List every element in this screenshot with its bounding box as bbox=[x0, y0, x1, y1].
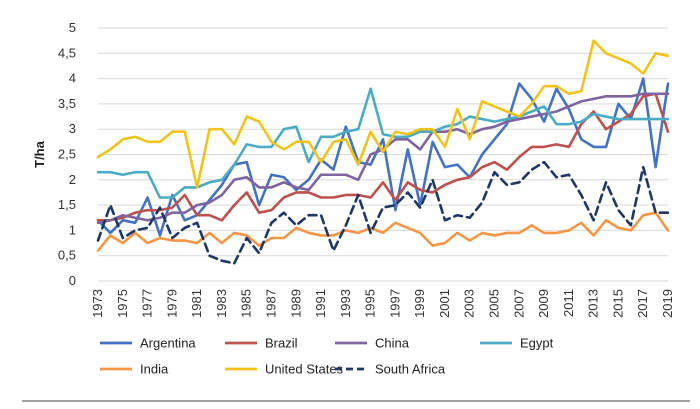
series-line-china bbox=[96, 92, 670, 225]
y-tick-label: 0 bbox=[69, 273, 76, 288]
x-tick-label: 1997 bbox=[387, 289, 402, 318]
series-line-brazil bbox=[96, 92, 670, 222]
x-tick-label: 1975 bbox=[115, 289, 130, 318]
x-tick-label: 1987 bbox=[263, 289, 278, 318]
x-tick-label: 1979 bbox=[164, 289, 179, 318]
y-tick-label: 2 bbox=[69, 172, 76, 187]
legend-label-south-africa: South Africa bbox=[375, 362, 446, 377]
series-line-argentina bbox=[96, 77, 670, 237]
legend-label-argentina: Argentina bbox=[140, 336, 196, 351]
x-tick-label: 1973 bbox=[90, 289, 105, 318]
legend-label-brazil: Brazil bbox=[265, 336, 298, 351]
y-tick-label: 0,5 bbox=[58, 248, 76, 263]
legend: Argentina Brazil China Egypt India United Sta… bbox=[100, 336, 554, 377]
series-lines bbox=[96, 39, 670, 265]
x-tick-label: 2015 bbox=[610, 289, 625, 318]
x-tick-label: 2005 bbox=[487, 289, 502, 318]
y-tick-label: 3 bbox=[69, 121, 76, 136]
y-tick-label: 5 bbox=[69, 20, 76, 35]
legend-label-india: India bbox=[140, 362, 169, 377]
y-axis-label: T/ha bbox=[32, 140, 47, 167]
x-tick-label: 1989 bbox=[288, 289, 303, 318]
x-tick-label: 2011 bbox=[561, 289, 576, 317]
y-tick-label: 4 bbox=[69, 71, 76, 86]
x-tick-label: 2001 bbox=[437, 289, 452, 318]
legend-label-china: China bbox=[375, 336, 410, 351]
y-axis-ticks: 0 0,5 1 1,5 2 2,5 3 3,5 4 4,5 5 bbox=[58, 20, 76, 288]
series-line-egypt bbox=[96, 87, 670, 199]
x-axis-ticks: 1973 1975 1977 1979 1981 1983 1985 1987 1989 1991… bbox=[90, 289, 675, 318]
legend-label-egypt: Egypt bbox=[520, 336, 554, 351]
y-tick-label: 1,5 bbox=[58, 197, 76, 212]
x-tick-label: 2019 bbox=[660, 289, 675, 318]
series-line-india bbox=[96, 211, 670, 252]
y-tick-label: 3,5 bbox=[58, 96, 76, 111]
x-tick-label: 2013 bbox=[586, 289, 601, 318]
x-tick-label: 1999 bbox=[412, 289, 427, 318]
x-tick-label: 1981 bbox=[189, 289, 204, 318]
x-tick-label: 2007 bbox=[511, 289, 526, 318]
legend-label-united-states: United States bbox=[265, 362, 344, 377]
x-tick-label: 1977 bbox=[140, 289, 155, 318]
y-tick-label: 4,5 bbox=[58, 45, 76, 60]
grid-lines bbox=[98, 27, 668, 282]
x-tick-label: 1985 bbox=[239, 289, 254, 318]
x-tick-label: 1991 bbox=[313, 289, 328, 318]
x-tick-label: 1993 bbox=[338, 289, 353, 318]
y-tick-label: 1 bbox=[69, 222, 76, 237]
series-line-south-africa bbox=[96, 160, 670, 265]
x-tick-label: 2017 bbox=[635, 289, 650, 318]
x-tick-label: 2009 bbox=[536, 289, 551, 318]
y-tick-label: 2,5 bbox=[58, 147, 76, 162]
series-line-united-states bbox=[96, 39, 670, 189]
x-tick-label: 2003 bbox=[462, 289, 477, 318]
x-tick-label: 1995 bbox=[363, 289, 378, 318]
x-tick-label: 1983 bbox=[214, 289, 229, 318]
